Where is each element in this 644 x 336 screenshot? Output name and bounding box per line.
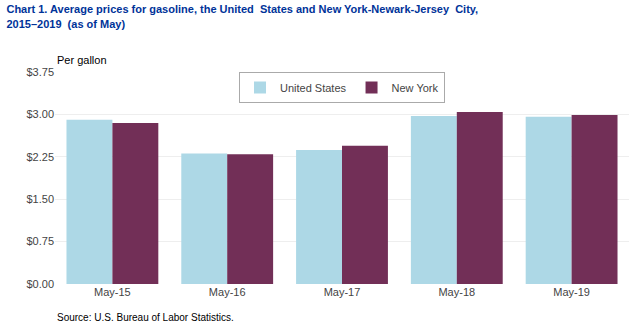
svg-text:$1.50: $1.50 (26, 193, 54, 205)
svg-text:$3.00: $3.00 (26, 108, 54, 120)
svg-text:May-19: May-19 (553, 286, 590, 298)
svg-text:United States: United States (280, 82, 347, 94)
svg-text:$3.75: $3.75 (26, 66, 54, 78)
svg-text:May-16: May-16 (209, 286, 246, 298)
svg-text:Chart 1. Average prices for ga: Chart 1. Average prices for gasoline, th… (6, 3, 478, 29)
svg-text:May-17: May-17 (324, 286, 361, 298)
svg-text:$2.25: $2.25 (26, 151, 54, 163)
svg-text:May-18: May-18 (438, 286, 475, 298)
svg-text:$0.75: $0.75 (26, 235, 54, 247)
svg-text:New York: New York (392, 82, 439, 94)
svg-text:$0.00: $0.00 (26, 278, 54, 290)
svg-text:Source: U.S. Bureau of Labor S: Source: U.S. Bureau of Labor Statistics. (57, 312, 234, 323)
svg-text:May-15: May-15 (94, 286, 131, 298)
svg-text:Per gallon: Per gallon (57, 54, 107, 66)
